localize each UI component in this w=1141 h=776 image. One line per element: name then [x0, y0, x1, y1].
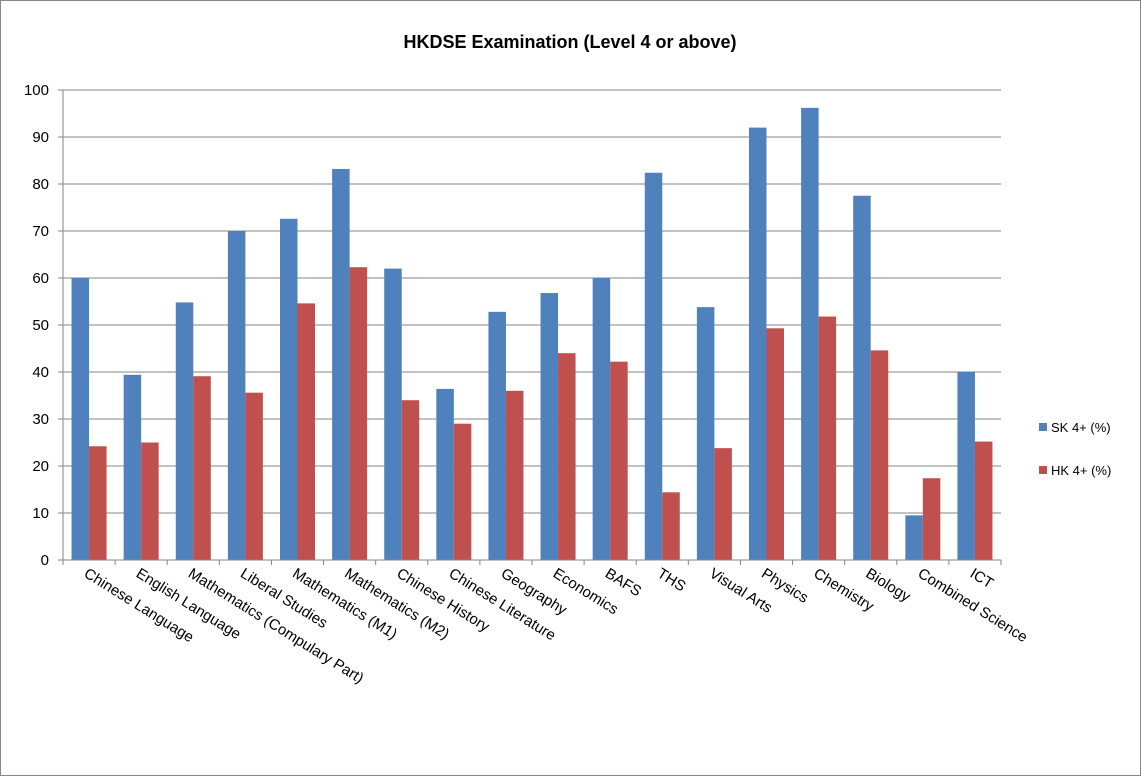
bar-hk: Geography: 36 [505, 390, 524, 560]
bar-hk: Chinese Language: 24.2 [89, 446, 107, 560]
bar-sk: Mathematics (M1): 72.6 [280, 218, 298, 560]
bar-hk: Mathematics (Compulary Part): 39.1 [193, 376, 211, 560]
bar-hk: English Language: 25 [141, 442, 159, 560]
bar-sk: Chinese Language: 60 [71, 278, 90, 560]
bar-sk: ICT: 40 [957, 372, 975, 560]
bar-hk: Biology: 44.6 [870, 350, 889, 560]
bar-sk: Combined Science: 9.5 [905, 515, 923, 560]
y-axis-ticks: 0 10 20 30 40 50 60 70 80 90 100 [24, 82, 63, 569]
bar-sk: Visual Arts: 53.8 [696, 307, 715, 560]
bar-hk: Chemistry: 51.8 [818, 316, 837, 560]
bar-hk: Physics: 49.3 [766, 328, 784, 560]
bar-sk: THS: 82.4 [644, 172, 663, 560]
bar-hk: Liberal Studies: 35.6 [245, 392, 263, 560]
bar-sk: Chinese History: 62 [384, 268, 402, 560]
y-tick-label: 60 [32, 270, 49, 287]
bar-hk: Combined Science: 17.4 [922, 478, 941, 560]
y-tick-label: 90 [32, 129, 49, 146]
bar-sk: Mathematics (M2): 83.2 [332, 168, 350, 560]
bar-hk: BAFS: 42.2 [610, 361, 628, 560]
bar-sk: BAFS: 60 [592, 278, 611, 560]
legend: SK 4+ (%) HK 4+ (%) [1039, 420, 1111, 478]
bar-hk: Chinese Literature: 29 [453, 423, 472, 560]
y-tick-label: 0 [41, 552, 49, 569]
bar-sk: Biology: 77.5 [853, 195, 871, 560]
bar-hk: ICT: 25.2 [974, 441, 993, 560]
bar-sk: Geography: 52.8 [488, 311, 506, 560]
bar-hk: Visual Arts: 23.8 [714, 448, 732, 560]
bar-sk: Chinese Literature: 36.4 [436, 388, 454, 560]
bar-sk: Mathematics (Compulary Part): 54.8 [175, 302, 194, 560]
y-tick-label: 10 [32, 505, 49, 522]
bar-hk: Mathematics (M2): 62.3 [349, 267, 368, 560]
y-tick-label: 30 [32, 411, 49, 428]
y-tick-label: 70 [32, 223, 49, 240]
bar-sk: Physics: 92 [749, 127, 767, 560]
legend-swatch [1039, 423, 1047, 431]
y-tick-label: 20 [32, 458, 49, 475]
bar-sk: Chemistry: 96.2 [801, 107, 819, 561]
bar-hk: THS: 14.4 [662, 492, 680, 560]
chart-title: HKDSE Examination (Level 4 or above) [403, 32, 736, 52]
y-tick-label: 40 [32, 364, 49, 381]
legend-swatch [1039, 466, 1047, 474]
bar-hk: Economics: 44 [558, 353, 576, 560]
y-tick-label: 100 [24, 82, 49, 99]
legend-label: SK 4+ (%) [1051, 420, 1111, 435]
bars: Chinese Language: 60Chinese Language: 24… [71, 107, 993, 561]
x-category-label: ICT [967, 565, 997, 592]
gridlines [63, 89, 1001, 514]
bar-sk: Liberal Studies: 70 [227, 231, 246, 560]
y-tick-label: 80 [32, 176, 49, 193]
x-category-label: THS [654, 565, 688, 595]
bar-hk: Chinese History: 34 [401, 400, 420, 560]
bar-sk: English Language: 39.4 [123, 374, 142, 560]
bar-sk: Economics: 56.8 [540, 293, 559, 560]
bar-hk: Mathematics (M1): 54.6 [297, 303, 315, 560]
legend-label: HK 4+ (%) [1051, 463, 1111, 478]
y-tick-label: 50 [32, 317, 49, 334]
